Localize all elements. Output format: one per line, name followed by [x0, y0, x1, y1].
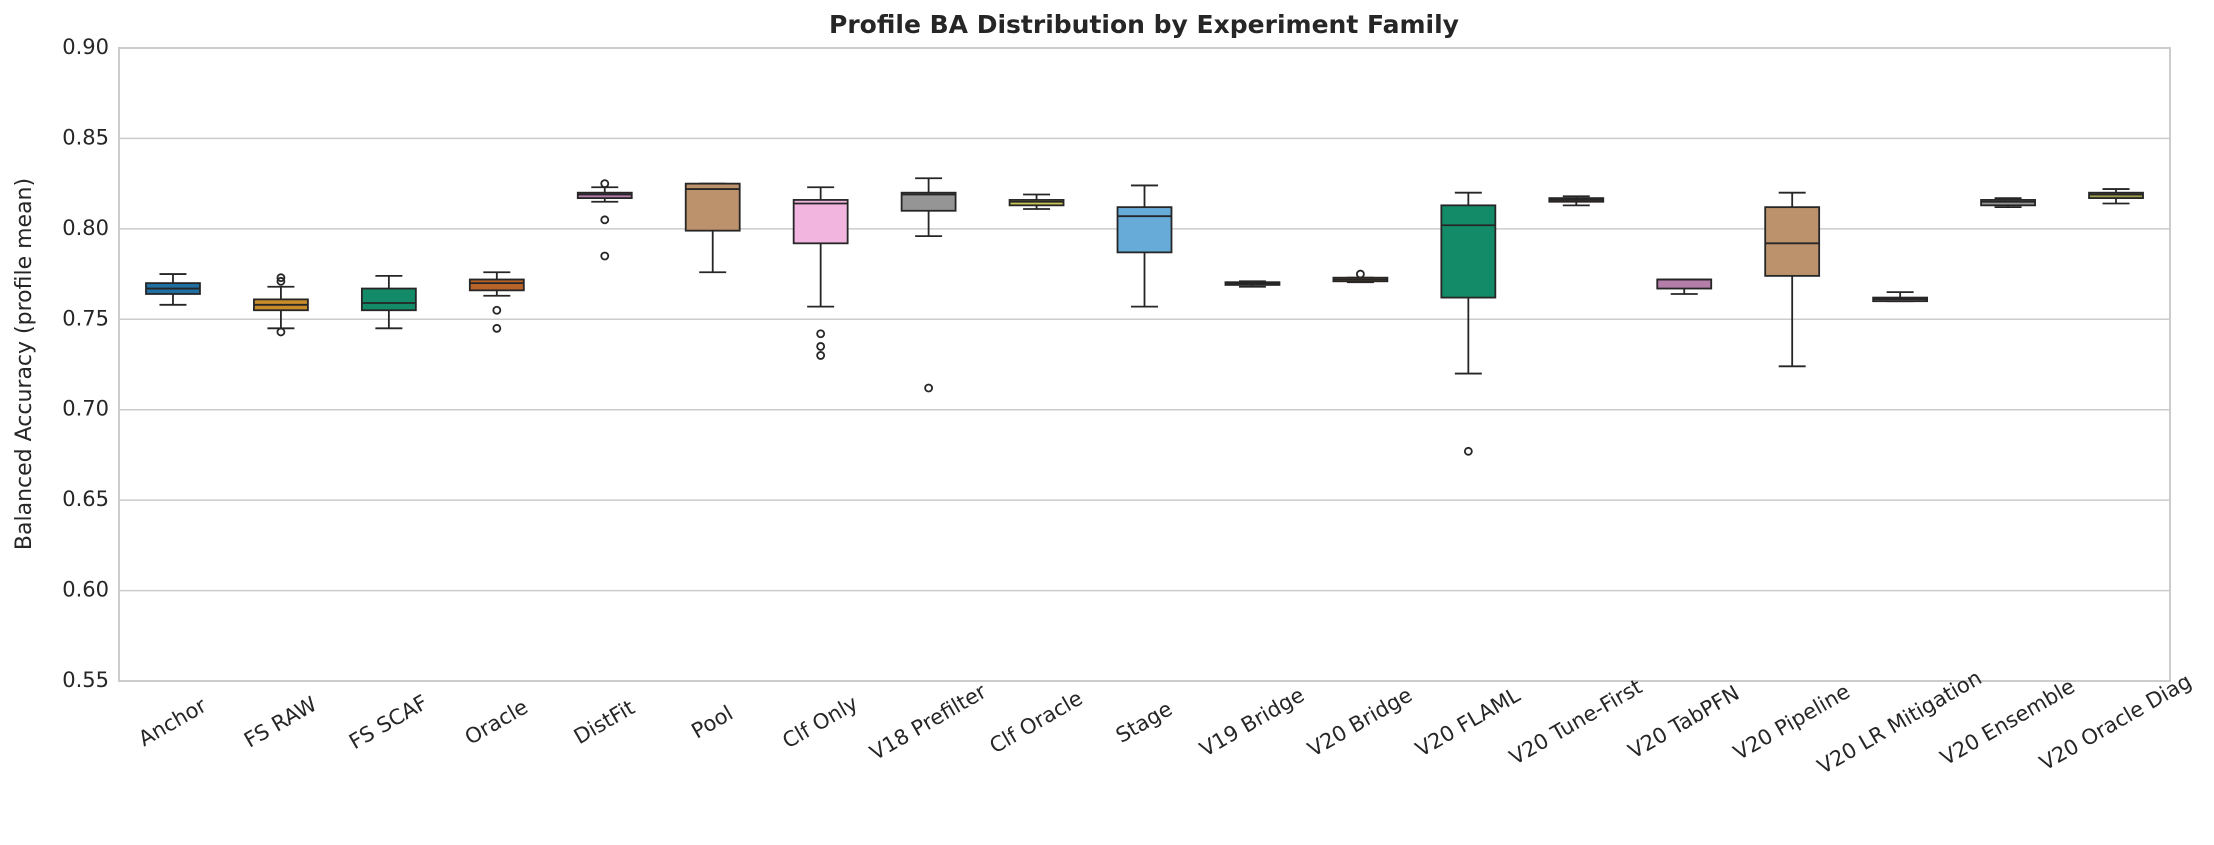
box: [2088, 191, 2144, 200]
outlier: [816, 342, 826, 351]
y-tick-label: 0.60: [62, 578, 109, 602]
x-tick-label: V18 Prefilter: [866, 679, 991, 765]
outlier: [492, 305, 502, 315]
y-tick-label: 0.70: [62, 397, 109, 421]
plot-frame: [118, 47, 2171, 682]
outlier: [1463, 446, 1473, 456]
box: [1764, 206, 1821, 277]
box: [900, 191, 957, 212]
outlier: [816, 329, 826, 339]
outlier: [816, 351, 826, 360]
outlier: [276, 327, 286, 337]
box: [792, 199, 849, 245]
x-tick-label: V20 Bridge: [1304, 683, 1417, 762]
box: [576, 191, 633, 200]
y-tick-label: 0.75: [62, 306, 109, 330]
y-tick-label: 0.85: [62, 125, 109, 149]
x-tick-label: Pool: [687, 701, 737, 744]
box: [360, 287, 417, 312]
chart-title: Profile BA Distribution by Experiment Fa…: [829, 10, 1459, 39]
y-tick-label: 0.90: [62, 35, 109, 59]
y-tick-label: 0.80: [62, 216, 109, 240]
y-tick-label: 0.55: [62, 668, 109, 692]
outlier: [924, 383, 934, 393]
x-tick-label: Anchor: [134, 693, 210, 751]
box: [684, 182, 741, 232]
x-tick-label: Oracle: [461, 695, 532, 750]
x-tick-label: Clf Only: [778, 691, 862, 753]
x-tick-label: Stage: [1112, 697, 1177, 748]
x-tick-label: FS SCAF: [345, 690, 432, 754]
x-tick-label: V19 Bridge: [1196, 683, 1309, 762]
x-tick-label: V20 Tune-First: [1505, 675, 1646, 770]
box: [1116, 206, 1173, 254]
box: [1440, 204, 1497, 299]
outlier: [600, 251, 610, 261]
x-tick-label: DistFit: [570, 695, 639, 749]
outlier: [276, 276, 286, 286]
box: [1980, 199, 2036, 207]
outlier: [276, 273, 286, 283]
box: [1008, 199, 1065, 207]
x-tick-label: FS RAW: [240, 692, 321, 753]
box: [468, 278, 525, 292]
box: [1656, 278, 1713, 290]
outlier: [1355, 269, 1365, 279]
y-axis-label: Balanced Accuracy (profile mean): [12, 178, 37, 550]
y-tick-label: 0.65: [62, 487, 109, 511]
outlier: [600, 179, 610, 189]
outlier: [600, 215, 610, 225]
outlier: [492, 323, 502, 333]
x-tick-label: Clf Oracle: [985, 686, 1086, 758]
